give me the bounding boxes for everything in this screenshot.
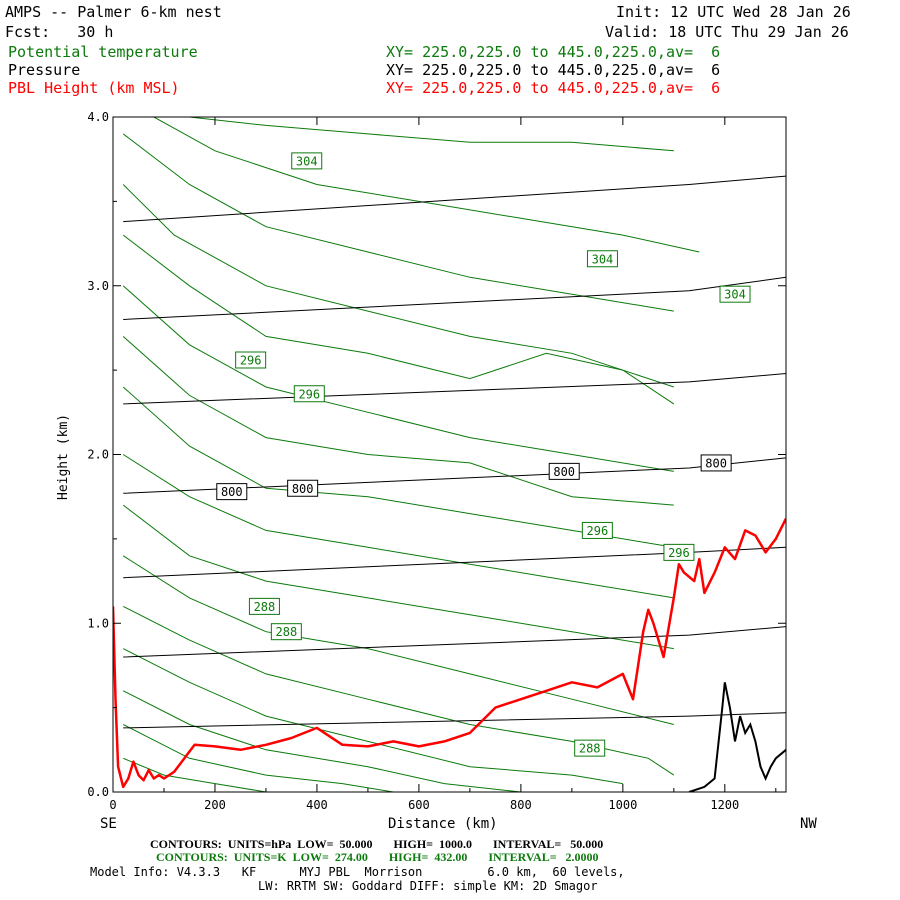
contour-label: 296 bbox=[663, 543, 695, 561]
x-tick-label: 400 bbox=[306, 798, 328, 812]
contour-label-box bbox=[574, 739, 606, 757]
contour-label-box bbox=[291, 152, 323, 170]
contour-label-text: 288 bbox=[276, 625, 298, 639]
contour-label: 288 bbox=[270, 623, 302, 641]
theta-contour-306 bbox=[122, 133, 674, 312]
contour-label-text: 296 bbox=[298, 387, 320, 401]
y-tick-label: 1.0 bbox=[87, 616, 109, 630]
contour-label-text: 304 bbox=[724, 288, 746, 302]
x-axis-label: Distance (km) bbox=[388, 816, 498, 832]
theta-contour-296 bbox=[122, 386, 674, 548]
theta-contour-300 bbox=[122, 285, 674, 472]
contour-label-box bbox=[663, 543, 695, 561]
theta-contour-294 bbox=[122, 454, 674, 599]
x-end-label-right: NW bbox=[800, 816, 817, 832]
theta-contour-304 bbox=[122, 184, 674, 388]
contour-label: 800 bbox=[548, 462, 580, 480]
theta-contour-292 bbox=[122, 504, 674, 650]
contour-label-text: 304 bbox=[296, 154, 318, 168]
pressure-isobar-6 bbox=[123, 712, 786, 729]
x-tick-label: 600 bbox=[408, 798, 430, 812]
chart-title: AMPS -- Palmer 6-km nest bbox=[5, 3, 222, 21]
field-pressure-xy: XY= 225.0,225.0 to 445.0,225.0,av= 6 bbox=[386, 61, 721, 79]
contour-label: 296 bbox=[581, 521, 613, 539]
contour-label-text: 288 bbox=[579, 742, 601, 756]
contour-label-box bbox=[216, 483, 248, 501]
theta-contour-284 bbox=[122, 690, 521, 792]
contour-label-box bbox=[581, 521, 613, 539]
contour-label-text: 296 bbox=[668, 546, 690, 560]
contour-label-box bbox=[700, 454, 732, 472]
pbl-height-line bbox=[113, 518, 786, 789]
contour-label: 304 bbox=[291, 152, 323, 170]
contour-label-text: 800 bbox=[292, 482, 314, 496]
field-theta-name: Potential temperature bbox=[8, 43, 198, 61]
x-tick-label: 800 bbox=[510, 798, 532, 812]
theta-contour-290 bbox=[122, 555, 674, 725]
contour-label-text: 800 bbox=[705, 456, 727, 470]
y-tick-label: 3.0 bbox=[87, 279, 109, 293]
contour-label-box bbox=[293, 385, 325, 403]
x-end-label-left: SE bbox=[100, 816, 117, 832]
contour-label: 800 bbox=[700, 454, 732, 472]
y-tick-label: 4.0 bbox=[87, 110, 109, 124]
contour-label-text: 288 bbox=[254, 600, 276, 614]
field-theta-xy: XY= 225.0,225.0 to 445.0,225.0,av= 6 bbox=[386, 43, 721, 61]
contour-label-box bbox=[235, 351, 267, 369]
footer-model-info: Model Info: V4.3.3 KF MYJ PBL Morrison 6… bbox=[90, 865, 625, 879]
contour-label-box bbox=[287, 479, 319, 497]
y-tick-label: 2.0 bbox=[87, 448, 109, 462]
contour-label-text: 296 bbox=[587, 524, 609, 538]
y-axis-label: Height (km) bbox=[56, 413, 71, 500]
contour-label: 800 bbox=[287, 479, 319, 497]
x-tick-label: 1200 bbox=[710, 798, 739, 812]
x-tick-label: 0 bbox=[109, 798, 116, 812]
contour-label: 288 bbox=[248, 597, 280, 615]
contour-label-text: 800 bbox=[221, 485, 243, 499]
footer-model-info-2: LW: RRTM SW: Goddard DIFF: simple KM: 2D… bbox=[258, 879, 598, 893]
footer-contours-pressure: CONTOURS: UNITS=hPa LOW= 50.000 HIGH= 10… bbox=[150, 837, 604, 851]
contour-label-box bbox=[548, 462, 580, 480]
contour-label: 288 bbox=[574, 739, 606, 757]
contour-label-box bbox=[586, 250, 618, 268]
contour-label: 304 bbox=[719, 285, 751, 303]
contour-label: 296 bbox=[235, 351, 267, 369]
theta-contour-280 bbox=[123, 757, 267, 792]
contour-label-text: 296 bbox=[240, 354, 262, 368]
forecast-hour: Fcst: 30 h bbox=[5, 23, 114, 41]
contour-label: 800 bbox=[216, 483, 248, 501]
contour-label-box bbox=[719, 285, 751, 303]
contour-label-box bbox=[248, 597, 280, 615]
theta-contour-286 bbox=[122, 648, 623, 785]
init-time: Init: 12 UTC Wed 28 Jan 26 bbox=[616, 3, 851, 21]
terrain-profile bbox=[688, 682, 786, 792]
pressure-isobar-0 bbox=[123, 175, 786, 223]
theta-contour-310 bbox=[189, 117, 674, 152]
pressure-isobar-1 bbox=[123, 276, 786, 320]
theta-contour-302 bbox=[122, 234, 675, 405]
theta-contour-288 bbox=[122, 605, 675, 776]
theta-contour-282 bbox=[122, 724, 394, 792]
pressure-isobar-5 bbox=[123, 626, 786, 658]
theta-contour-308 bbox=[153, 117, 700, 253]
plot-frame bbox=[112, 116, 787, 793]
x-tick-label: 200 bbox=[204, 798, 226, 812]
contour-label-text: 800 bbox=[553, 465, 575, 479]
x-tick-label: 1000 bbox=[608, 798, 637, 812]
footer-contours-theta: CONTOURS: UNITS=K LOW= 274.00 HIGH= 432.… bbox=[156, 850, 599, 864]
valid-time: Valid: 18 UTC Thu 29 Jan 26 bbox=[605, 23, 849, 41]
field-pressure-name: Pressure bbox=[8, 61, 81, 79]
theta-contour-298 bbox=[122, 336, 674, 506]
contour-label-box bbox=[270, 623, 302, 641]
contour-label: 296 bbox=[293, 385, 325, 403]
field-pbl-xy: XY= 225.0,225.0 to 445.0,225.0,av= 6 bbox=[386, 79, 721, 97]
pressure-isobar-2 bbox=[123, 373, 786, 405]
y-tick-label: 0.0 bbox=[87, 785, 109, 799]
field-pbl-name: PBL Height (km MSL) bbox=[8, 79, 180, 97]
contour-label-text: 304 bbox=[592, 252, 614, 266]
contour-label: 304 bbox=[586, 250, 618, 268]
